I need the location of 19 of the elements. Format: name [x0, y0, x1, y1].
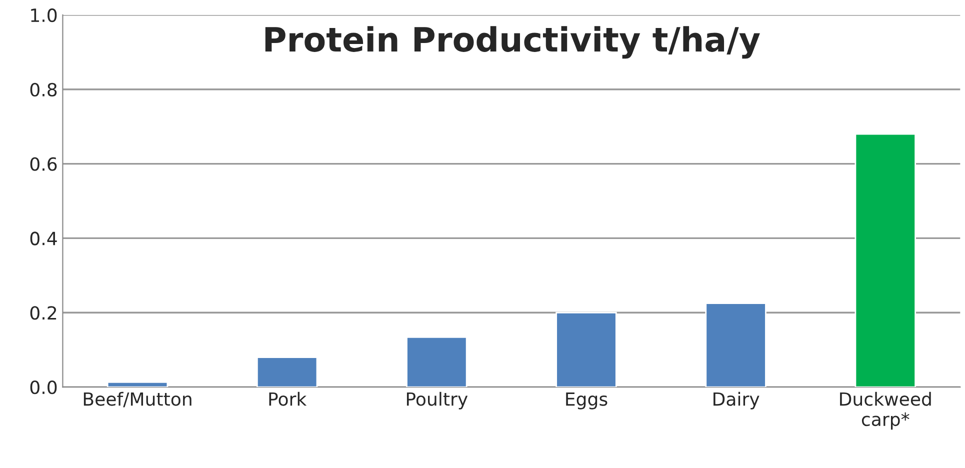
x-tick-label: Pork	[269, 392, 307, 406]
bar	[854, 133, 916, 388]
x-tick-label: Poultry	[406, 392, 468, 410]
chart-title: Protein Productivity t/ha/y	[265, 26, 760, 59]
y-tick-label: 0.2	[30, 306, 56, 320]
y-tick-label: 1.0	[31, 8, 57, 22]
bar	[705, 302, 766, 388]
x-tick-label: Dairy	[714, 392, 760, 410]
bar	[406, 336, 468, 388]
bar	[106, 382, 168, 388]
x-tick-label: Duckweed carp*	[840, 392, 931, 430]
x-tick-label: Eggs	[566, 392, 608, 410]
bar	[256, 356, 318, 388]
x-tick-label: Beef/Mutton	[84, 392, 192, 408]
y-tick-label: 0.6	[30, 157, 57, 171]
y-tick-label: 0.4	[30, 232, 57, 246]
bar	[556, 312, 617, 388]
y-tick-label: 0.0	[30, 380, 57, 394]
y-tick-label: 0.8	[30, 82, 57, 97]
